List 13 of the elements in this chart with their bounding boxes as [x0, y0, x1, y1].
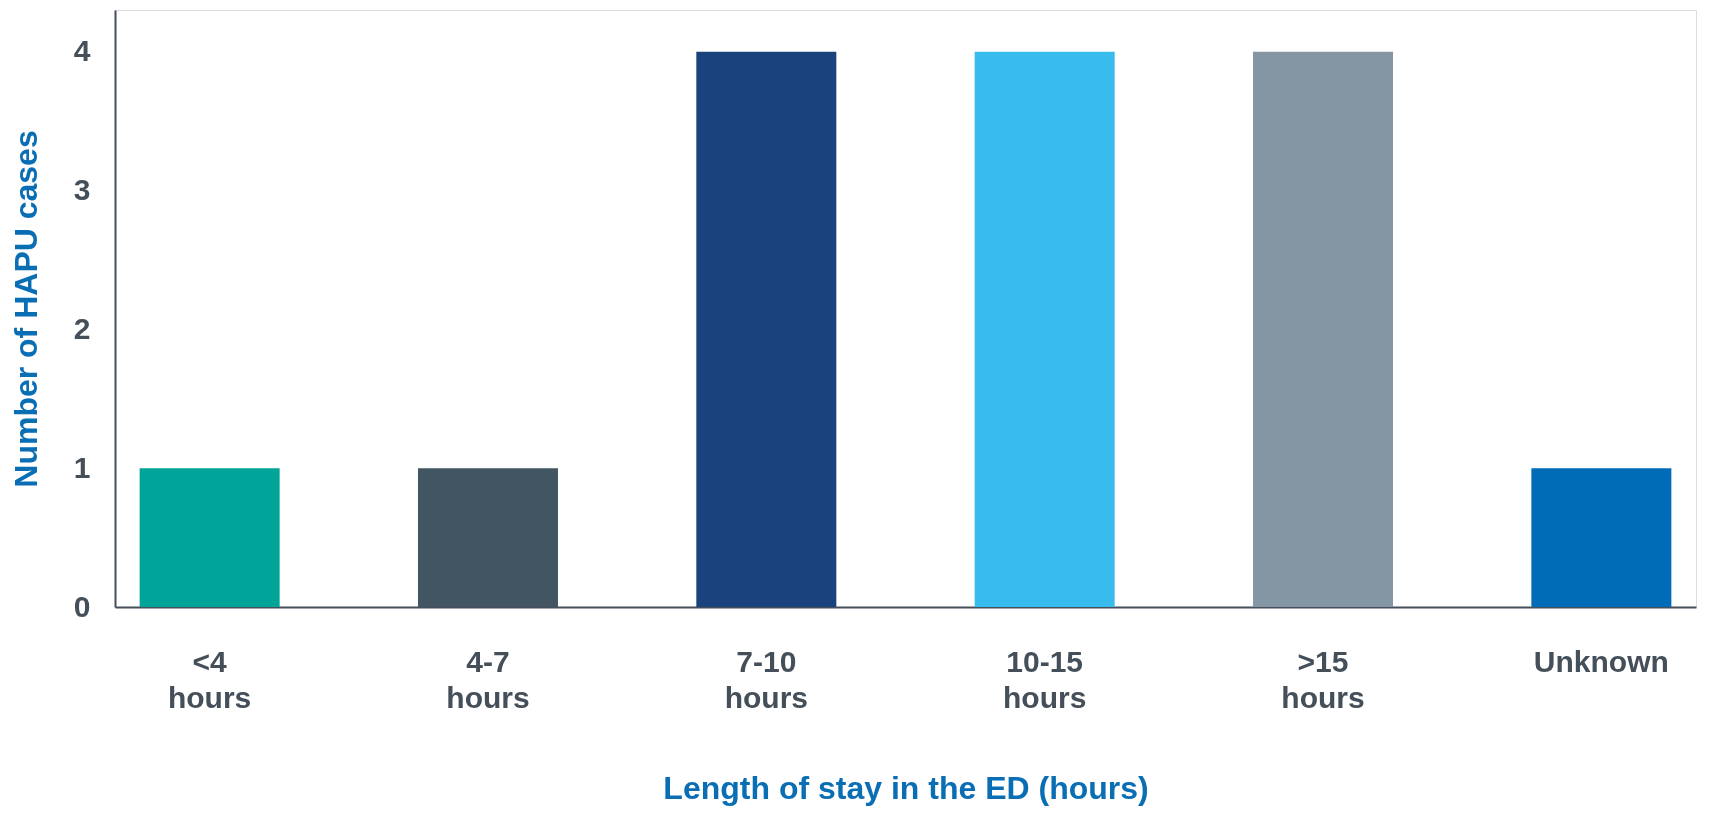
y-tick-label: 4	[73, 34, 91, 68]
x-tick-label: 7-10 hours	[724, 644, 808, 714]
y-tick-label: 2	[73, 311, 91, 345]
x-tick-label: >15 hours	[1281, 644, 1365, 714]
y-axis-title: Number of HAPU cases	[7, 130, 44, 488]
y-tick-label: 1	[73, 450, 91, 484]
x-axis-title: Length of stay in the ED (hours)	[663, 769, 1149, 806]
x-tick-label: <4 hours	[167, 644, 252, 714]
y-tick-label: 3	[73, 172, 91, 206]
x-tick-label: 10-15 hours	[1003, 644, 1087, 714]
y-tick-label: 0	[73, 589, 91, 623]
x-tick-label: 4-7 hours	[446, 644, 530, 714]
x-tick-label: Unknown	[1533, 644, 1669, 678]
